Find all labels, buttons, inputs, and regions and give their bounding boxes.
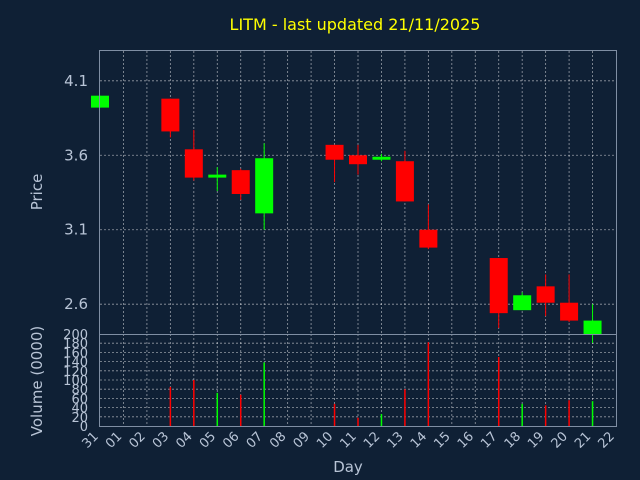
volume-bar [216, 392, 219, 426]
x-tick-label: 07 [244, 429, 266, 451]
x-tick-label: 22 [596, 429, 618, 451]
x-tick-label: 14 [408, 429, 430, 451]
candle-body [583, 320, 602, 334]
candle-body [419, 229, 438, 248]
candle-body [208, 174, 227, 178]
y-axis-title: Price [28, 174, 46, 211]
candle-body [489, 258, 508, 314]
volume-bar [193, 380, 195, 426]
volume-tick-label: 120 [63, 365, 88, 380]
volume-tick-label: 60 [71, 392, 88, 407]
price-tick-label: 3.1 [64, 221, 88, 239]
volume-bar [427, 342, 430, 426]
volume-bar [521, 403, 523, 426]
candle-body [395, 161, 414, 202]
volume-bar [333, 403, 336, 426]
x-tick-label: 02 [126, 429, 148, 451]
price-tick-label: 4.1 [64, 72, 88, 90]
volume-tick-label: 20 [71, 411, 88, 426]
x-tick-label: 21 [572, 429, 594, 451]
x-tick-label: 19 [525, 429, 547, 451]
volume-axis-title: Volume (0000) [28, 326, 46, 436]
candle-body [560, 302, 579, 321]
volume-bar [568, 400, 570, 426]
candle-body [231, 170, 250, 194]
chart-title: LITM - last updated 21/11/2025 [230, 15, 481, 34]
volume-bar [497, 357, 500, 426]
candles [91, 95, 602, 343]
x-tick-label: 13 [384, 429, 406, 451]
volume-bar [169, 386, 172, 426]
x-tick-label: 01 [103, 429, 125, 451]
price-tick-label: 2.6 [64, 295, 88, 313]
x-tick-label: 04 [173, 429, 195, 451]
x-tick-label: 08 [267, 429, 289, 451]
x-tick-label: 10 [314, 429, 336, 451]
volume-tick-label: 100 [63, 374, 88, 389]
candle-body [349, 155, 367, 165]
x-tick-label: 06 [220, 429, 242, 451]
x-tick-label: 03 [150, 429, 172, 451]
price-axis-ticks: 2.6 3.1 3.6 4.1 [64, 72, 88, 313]
x-tick-label: 17 [478, 429, 500, 451]
x-tick-label: 16 [455, 429, 477, 451]
volume-bar [357, 417, 359, 426]
volume-tick-label: 40 [71, 402, 88, 417]
x-tick-label: 12 [361, 429, 383, 451]
x-tick-label: 20 [549, 429, 571, 451]
volume-tick-label: 140 [63, 356, 88, 371]
volume-tick-label: 180 [63, 337, 88, 352]
candle-body [255, 158, 274, 214]
volume-bar [380, 414, 383, 426]
x-axis-ticks: 31 01 02 03 04 05 06 07 08 09 10 11 12 13 14 15 16 17 18 19… [80, 429, 618, 451]
volume-bars [169, 342, 594, 426]
x-tick-label: 05 [197, 429, 219, 451]
x-tick-label: 18 [502, 429, 524, 451]
candle-body [161, 98, 180, 132]
x-tick-label: 09 [291, 429, 313, 451]
candle-body [536, 286, 555, 303]
x-tick-label: 11 [338, 429, 360, 451]
candle-body [325, 144, 344, 160]
volume-panel-frame [99, 334, 617, 427]
volume-bar [544, 405, 547, 426]
price-tick-label: 3.6 [64, 146, 88, 164]
x-axis-title: Day [333, 458, 363, 476]
x-tick-label: 15 [431, 429, 453, 451]
candle-body [372, 156, 391, 160]
volume-tick-label: 200 [63, 328, 88, 343]
volume-tick-label: 80 [71, 383, 88, 398]
volume-bar [404, 389, 406, 426]
volume-bar [239, 394, 242, 426]
volume-tick-label: 0 [80, 420, 88, 435]
candle-body [184, 149, 203, 178]
volume-tick-label: 160 [63, 346, 88, 361]
volume-bar [263, 362, 265, 426]
volume-grid [100, 334, 616, 426]
candle-body [513, 295, 532, 311]
volume-bar [591, 401, 594, 426]
